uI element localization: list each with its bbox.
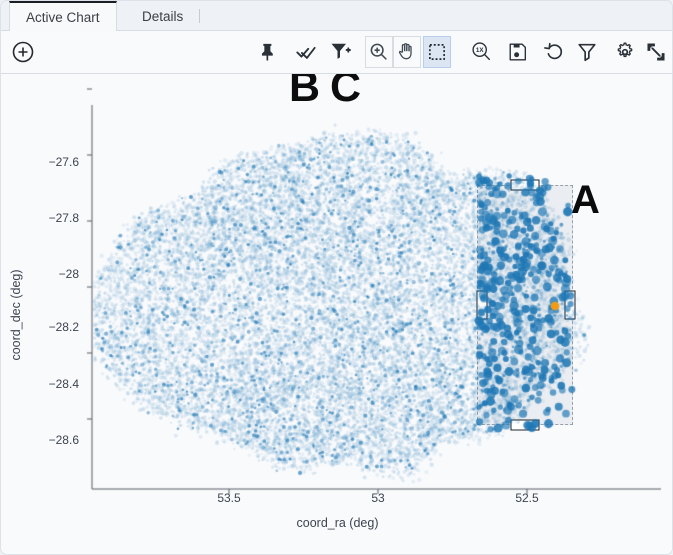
svg-text:1X: 1X bbox=[476, 47, 484, 54]
